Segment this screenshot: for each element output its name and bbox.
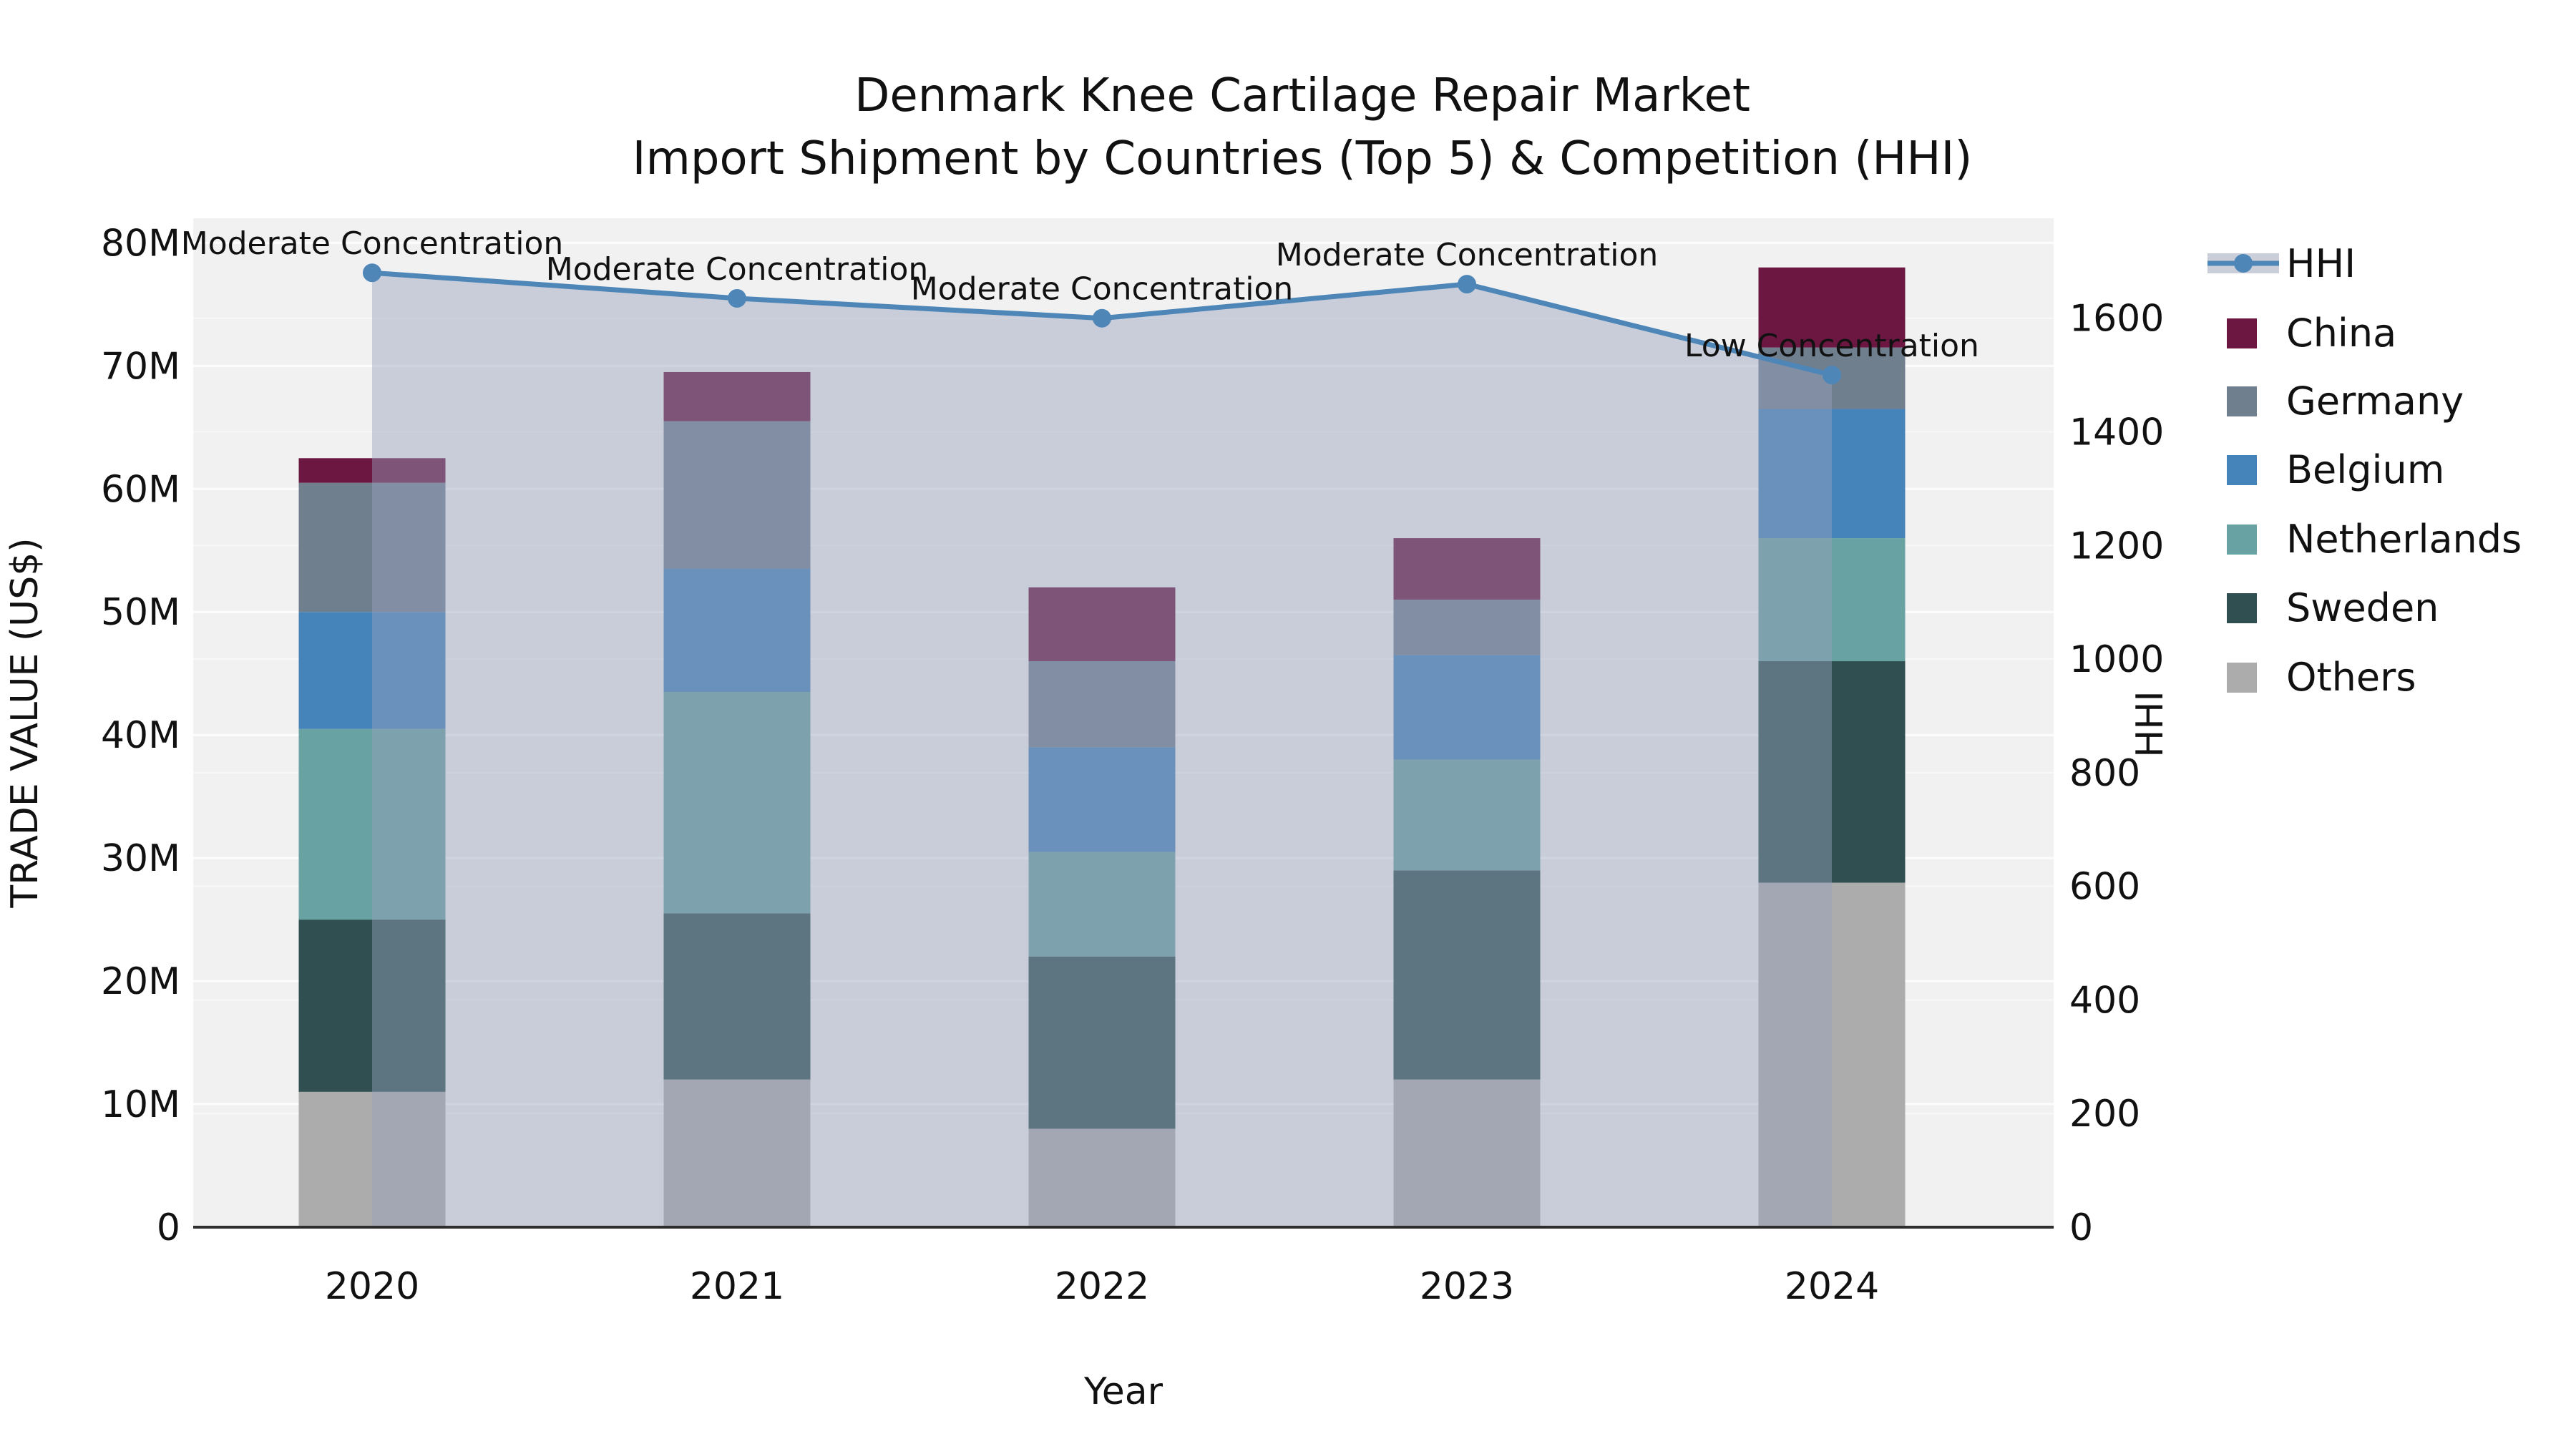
- legend-label-sweden: Sweden: [2286, 585, 2439, 630]
- bar-segment-germany-2023: [1393, 600, 1541, 655]
- annotation-2024: Low Concentration: [1684, 328, 1979, 364]
- y-left-tick-label: 50M: [101, 591, 180, 634]
- hhi-marker-2021: [728, 288, 746, 308]
- bar-segment-others-2022: [1028, 1128, 1176, 1227]
- legend-swatch-others: [2227, 663, 2257, 693]
- y-right-tick-label: 1400: [2069, 411, 2164, 454]
- bar-segment-belgium-2020: [298, 612, 446, 729]
- bar-segment-china-2020: [298, 458, 446, 483]
- y-right-tick-label: 1600: [2069, 298, 2164, 341]
- hhi-marker-2020: [363, 263, 381, 283]
- annotation-2020: Moderate Concentration: [181, 225, 564, 262]
- y-left-tick-label: 80M: [101, 222, 180, 265]
- bar-segment-germany-2020: [298, 482, 446, 613]
- legend-item-hhi: HHI: [2207, 241, 2356, 286]
- bar-segment-sweden-2024: [1758, 661, 1906, 883]
- legend-label-hhi: HHI: [2286, 241, 2356, 286]
- bar-segment-germany-2022: [1028, 661, 1176, 748]
- annotation-2021: Moderate Concentration: [546, 251, 929, 288]
- y-left-tick-label: 60M: [101, 468, 180, 511]
- bar-segment-others-2021: [663, 1079, 811, 1227]
- bar-segment-belgium-2021: [663, 569, 811, 693]
- y-right-tick-label: 200: [2069, 1093, 2140, 1136]
- y-left-tick-label: 70M: [101, 345, 180, 388]
- legend-label-belgium: Belgium: [2286, 447, 2444, 492]
- legend-hhi-marker: [2234, 254, 2253, 273]
- legend-label-china: China: [2286, 311, 2396, 356]
- x-tick-label: 2024: [1785, 1265, 1879, 1308]
- hhi-marker-2024: [1823, 366, 1841, 385]
- legend-swatch-netherlands: [2227, 525, 2257, 555]
- y-right-tick-label: 0: [2069, 1206, 2093, 1249]
- hhi-area-fill: [372, 273, 1832, 1228]
- bar-segment-others-2020: [298, 1091, 446, 1227]
- y-left-tick-label: 40M: [101, 714, 180, 757]
- y-left-tick-label: 30M: [101, 837, 180, 880]
- legend-label-germany: Germany: [2286, 379, 2464, 424]
- bar-segment-belgium-2022: [1028, 747, 1176, 852]
- x-tick-label: 2021: [690, 1265, 784, 1308]
- y-left-axis-title: TRADE VALUE (US$): [4, 537, 47, 908]
- hhi-marker-2023: [1458, 275, 1476, 294]
- legend-item-germany: Germany: [2227, 379, 2464, 424]
- bar-segment-sweden-2020: [298, 919, 446, 1092]
- x-tick-label: 2020: [325, 1265, 419, 1308]
- y-right-tick-label: 1000: [2069, 638, 2164, 681]
- y-left-tick-label: 10M: [101, 1083, 180, 1126]
- legend-item-netherlands: Netherlands: [2227, 517, 2522, 562]
- bar-segment-netherlands-2023: [1393, 759, 1541, 871]
- legend-item-belgium: Belgium: [2227, 447, 2444, 492]
- legend-label-others: Others: [2286, 655, 2416, 700]
- annotation-2023: Moderate Concentration: [1276, 237, 1659, 273]
- bar-segment-others-2023: [1393, 1079, 1541, 1227]
- y-right-tick-label: 1200: [2069, 525, 2164, 567]
- bar-segment-sweden-2021: [663, 913, 811, 1080]
- bar-segment-netherlands-2022: [1028, 852, 1176, 957]
- legend-swatch-sweden: [2227, 593, 2257, 623]
- annotation-2022: Moderate Concentration: [911, 271, 1294, 308]
- bar-segment-germany-2021: [663, 421, 811, 570]
- bar-segment-china-2022: [1028, 587, 1176, 662]
- hhi-marker-2022: [1093, 308, 1111, 328]
- x-tick-label: 2023: [1420, 1265, 1514, 1308]
- bar-segment-others-2024: [1758, 882, 1906, 1227]
- chart-title-line2: Import Shipment by Countries (Top 5) & C…: [633, 132, 1973, 185]
- bar-segment-sweden-2022: [1028, 956, 1176, 1129]
- y-right-tick-label: 600: [2069, 866, 2140, 909]
- y-right-tick-label: 800: [2069, 752, 2140, 795]
- legend-swatch-belgium: [2227, 455, 2257, 485]
- x-axis-title: Year: [1083, 1370, 1163, 1413]
- legend-label-netherlands: Netherlands: [2286, 517, 2522, 562]
- legend-swatch-germany: [2227, 386, 2257, 416]
- bar-segment-netherlands-2021: [663, 692, 811, 914]
- bar-segment-netherlands-2020: [298, 728, 446, 920]
- bar-segment-china-2024: [1758, 267, 1906, 348]
- legend-item-others: Others: [2227, 655, 2416, 700]
- chart-title-line1: Denmark Knee Cartilage Repair Market: [854, 69, 1750, 122]
- y-left-tick-label: 20M: [101, 960, 180, 1003]
- bar-segment-china-2023: [1393, 538, 1541, 600]
- bar-segment-china-2021: [663, 371, 811, 421]
- legend-item-china: China: [2227, 311, 2396, 356]
- bar-segment-sweden-2023: [1393, 870, 1541, 1080]
- legend-swatch-china: [2227, 318, 2257, 348]
- x-tick-label: 2022: [1055, 1265, 1149, 1308]
- legend-item-sweden: Sweden: [2227, 585, 2439, 630]
- y-right-axis-title: HHI: [2129, 691, 2172, 758]
- bar-segment-netherlands-2024: [1758, 538, 1906, 662]
- bar-segment-belgium-2024: [1758, 409, 1906, 539]
- bar-segment-belgium-2023: [1393, 655, 1541, 760]
- y-right-tick-label: 400: [2069, 979, 2140, 1022]
- y-left-tick-label: 0: [157, 1206, 180, 1249]
